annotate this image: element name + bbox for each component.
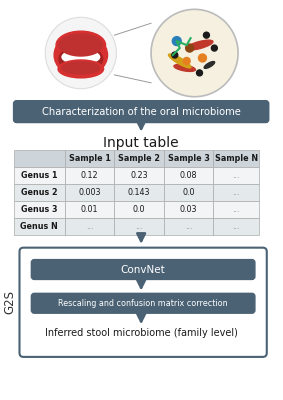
Bar <box>164 184 213 201</box>
Text: Sample 3: Sample 3 <box>168 154 210 163</box>
Text: Genus 2: Genus 2 <box>21 188 57 197</box>
Circle shape <box>199 54 206 62</box>
Ellipse shape <box>62 50 100 64</box>
Bar <box>213 167 259 184</box>
Ellipse shape <box>174 64 195 72</box>
Bar <box>65 150 114 167</box>
Text: ...: ... <box>185 222 192 231</box>
Text: 0.143: 0.143 <box>128 188 151 197</box>
Text: ...: ... <box>86 222 93 231</box>
Bar <box>114 150 164 167</box>
Bar <box>213 201 259 218</box>
Ellipse shape <box>168 54 191 68</box>
Circle shape <box>172 52 178 58</box>
Text: 0.0: 0.0 <box>182 188 195 197</box>
FancyBboxPatch shape <box>14 101 269 122</box>
Bar <box>213 218 259 235</box>
Ellipse shape <box>186 40 213 50</box>
Bar <box>14 218 65 235</box>
Text: 0.0: 0.0 <box>133 205 145 214</box>
Ellipse shape <box>59 34 102 56</box>
Bar <box>114 201 164 218</box>
Ellipse shape <box>62 62 100 74</box>
Text: ...: ... <box>232 188 240 197</box>
Circle shape <box>197 70 202 76</box>
Ellipse shape <box>59 46 102 72</box>
Text: ...: ... <box>232 222 240 231</box>
Circle shape <box>183 58 190 64</box>
Bar <box>14 167 65 184</box>
Text: G2S: G2S <box>3 290 16 314</box>
Text: ConvNet: ConvNet <box>121 264 166 274</box>
Bar <box>65 218 114 235</box>
Text: Genus 3: Genus 3 <box>21 205 57 214</box>
Text: ...: ... <box>136 222 143 231</box>
Bar <box>164 218 213 235</box>
Bar <box>14 184 65 201</box>
Bar <box>213 184 259 201</box>
Bar <box>114 167 164 184</box>
Circle shape <box>211 45 217 51</box>
Bar <box>164 201 213 218</box>
Text: Sample N: Sample N <box>215 154 258 163</box>
Text: Sample 1: Sample 1 <box>69 154 111 163</box>
Ellipse shape <box>56 31 106 59</box>
Text: 0.01: 0.01 <box>81 205 98 214</box>
Bar <box>164 150 213 167</box>
Text: Characterization of the oral microbiome: Characterization of the oral microbiome <box>42 107 241 117</box>
Circle shape <box>172 37 181 46</box>
Text: ...: ... <box>232 171 240 180</box>
FancyBboxPatch shape <box>20 248 267 357</box>
Bar <box>65 201 114 218</box>
Bar <box>65 184 114 201</box>
Text: 0.08: 0.08 <box>180 171 197 180</box>
Text: 0.03: 0.03 <box>180 205 197 214</box>
FancyBboxPatch shape <box>31 293 255 313</box>
Circle shape <box>203 32 209 38</box>
Bar <box>114 218 164 235</box>
Circle shape <box>186 44 194 52</box>
Text: 0.23: 0.23 <box>130 171 148 180</box>
Circle shape <box>45 17 116 89</box>
Text: Rescaling and confusion matrix correction: Rescaling and confusion matrix correctio… <box>58 299 228 308</box>
Bar <box>114 184 164 201</box>
FancyBboxPatch shape <box>31 260 255 280</box>
Bar <box>213 150 259 167</box>
Bar <box>164 167 213 184</box>
Text: Genus 1: Genus 1 <box>21 171 57 180</box>
Text: 0.003: 0.003 <box>78 188 101 197</box>
Text: Inferred stool microbiome (family level): Inferred stool microbiome (family level) <box>45 328 238 338</box>
Text: Sample 2: Sample 2 <box>118 154 160 163</box>
Text: 0.12: 0.12 <box>81 171 98 180</box>
Text: ...: ... <box>232 205 240 214</box>
Ellipse shape <box>54 33 108 77</box>
Bar <box>14 150 65 167</box>
Ellipse shape <box>204 62 215 68</box>
Bar <box>65 167 114 184</box>
Ellipse shape <box>58 60 104 78</box>
Text: Input table: Input table <box>103 136 179 150</box>
Circle shape <box>151 9 238 97</box>
Text: Genus N: Genus N <box>20 222 58 231</box>
Bar <box>14 201 65 218</box>
